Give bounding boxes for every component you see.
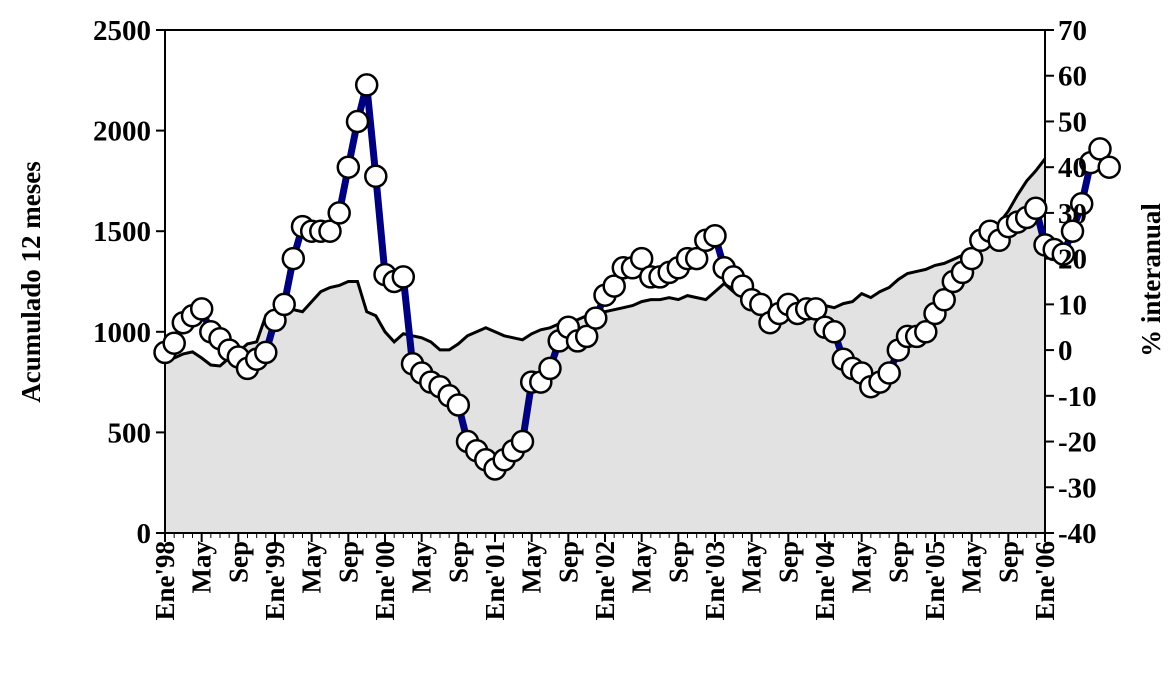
x-tick-label: Sep — [993, 541, 1023, 583]
line-series-point — [345, 109, 370, 134]
y2-tick-label: 40 — [1058, 152, 1087, 184]
line-series-point — [327, 201, 351, 225]
y2-tick-label: 60 — [1058, 61, 1087, 93]
x-tick-label: Ene'00 — [370, 541, 400, 621]
x-tick-label: May — [627, 541, 657, 594]
axes-layer: 0 500 1000 1500 2000 2500 -40 -30 -20 -10 0 10 20 30 4… — [93, 15, 1097, 621]
line-series-point — [538, 356, 562, 381]
x-tick-label: Sep — [333, 541, 363, 583]
line-series-point — [510, 429, 535, 454]
line-series-point — [336, 155, 361, 179]
line-series-point — [703, 224, 727, 248]
y-tick-label: 0 — [137, 518, 152, 550]
line-series-point — [354, 73, 379, 97]
y-tick-label: 1000 — [93, 317, 151, 349]
line-series-point — [932, 288, 956, 312]
y2-tick-label: 0 — [1058, 335, 1073, 367]
y2-tick-label: 20 — [1058, 244, 1087, 276]
x-tick-label: Ene'02 — [590, 541, 620, 621]
x-tick-label: May — [957, 541, 987, 594]
x-tick-label: May — [187, 541, 217, 594]
x-tick-label: Ene'05 — [920, 541, 950, 621]
x-tick-label: Sep — [443, 541, 473, 583]
x-tick-label: Ene'03 — [700, 541, 730, 621]
y-tick-label: 2000 — [93, 116, 151, 148]
y2-tick-label: 50 — [1058, 106, 1087, 138]
x-tick-label: May — [737, 541, 767, 594]
y-tick-label: 1500 — [93, 216, 151, 248]
line-series-point — [189, 297, 214, 321]
line-series-point — [584, 306, 608, 330]
y2-tick-label: -20 — [1058, 427, 1097, 459]
line-series-point — [602, 274, 626, 298]
line-series-point — [446, 393, 471, 417]
x-tick-label: Sep — [223, 541, 253, 583]
x-tick-label: Sep — [553, 541, 583, 583]
x-tick-label: Ene'04 — [810, 541, 840, 621]
x-tick-label: May — [407, 541, 437, 594]
line-series-point — [364, 164, 388, 189]
x-tick-label: Ene'98 — [150, 541, 180, 621]
area-series-fill — [165, 158, 1045, 534]
line-series-point — [1069, 192, 1094, 216]
y2-tick-label: -30 — [1058, 472, 1097, 504]
line-series-point — [914, 320, 938, 344]
line-series-point — [684, 246, 709, 271]
y-axis-title: Acumulado 12 meses — [16, 161, 46, 403]
line-series-point — [629, 246, 654, 271]
y2-axis-title: % interanual — [1136, 203, 1166, 357]
y2-tick-label: -10 — [1058, 381, 1097, 413]
line-series-point — [391, 265, 416, 289]
area-series-layer — [164, 30, 1047, 534]
line-series-point — [1024, 196, 1048, 221]
x-tick-label: Ene'99 — [260, 541, 290, 621]
x-tick-label: May — [847, 541, 877, 594]
y2-tick-label: 10 — [1058, 289, 1087, 321]
line-series-point — [822, 320, 846, 344]
x-tick-label: May — [297, 541, 327, 594]
line-series-point — [1051, 242, 1076, 266]
line-series-point — [959, 246, 984, 271]
line-series-point — [281, 246, 306, 271]
line-series-point — [162, 331, 186, 355]
x-tick-label: Sep — [773, 541, 803, 583]
y-tick-label: 2500 — [93, 15, 151, 47]
x-tick-label: Ene'06 — [1030, 541, 1060, 621]
y2-tick-label: 30 — [1058, 198, 1087, 230]
line-series-point — [1088, 137, 1112, 161]
y2-tick-label: 70 — [1058, 15, 1087, 47]
line-series-point — [1060, 219, 1085, 243]
line-series-point — [574, 324, 599, 349]
line-series-point — [749, 292, 773, 317]
line-series-point — [877, 361, 901, 385]
line-series-point — [272, 292, 296, 317]
line-series-point — [318, 219, 342, 243]
x-tick-label: May — [517, 541, 547, 594]
x-tick-label: Ene'01 — [480, 541, 510, 621]
x-tick-label: Sep — [883, 541, 913, 583]
y2-tick-label: -40 — [1058, 518, 1097, 550]
line-markers-layer — [153, 73, 1121, 481]
y-tick-label: 500 — [108, 417, 152, 449]
line-series-point — [254, 340, 278, 365]
line-series-point — [804, 297, 828, 321]
x-tick-label: Sep — [663, 541, 693, 583]
line-series-point — [1097, 155, 1121, 179]
